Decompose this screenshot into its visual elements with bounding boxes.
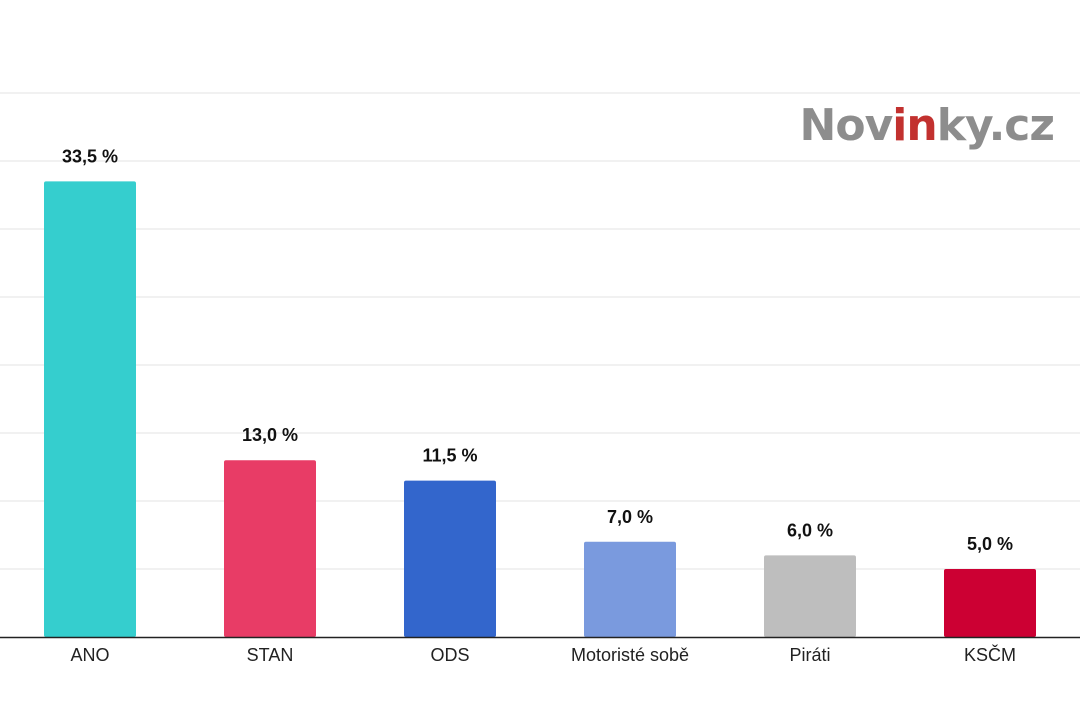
bar-2 bbox=[404, 480, 496, 637]
value-label-2: 11,5 % bbox=[422, 446, 477, 466]
novinky-logo: Novinky.cz bbox=[799, 100, 1055, 151]
value-labels: 33,5 % 13,0 % 11,5 % 7,0 % 6,0 % 5,0 % bbox=[62, 146, 1013, 554]
bar-3 bbox=[584, 541, 676, 637]
category-label-4: Piráti bbox=[789, 645, 830, 665]
category-label-0: ANO bbox=[70, 645, 109, 665]
category-labels: ANO STAN ODS Motoristé sobě Piráti KSČM bbox=[70, 644, 1016, 665]
bar-4 bbox=[764, 555, 856, 637]
bar-1 bbox=[224, 460, 316, 637]
value-label-0: 33,5 % bbox=[62, 146, 118, 166]
value-label-4: 6,0 % bbox=[787, 520, 833, 540]
logo-highlight: in bbox=[892, 100, 937, 151]
logo-prefix: Nov bbox=[799, 100, 894, 151]
category-label-5: KSČM bbox=[964, 644, 1016, 665]
logo-suffix: ky.cz bbox=[936, 100, 1055, 151]
bar-5 bbox=[944, 569, 1036, 637]
value-label-5: 5,0 % bbox=[967, 534, 1013, 554]
value-label-1: 13,0 % bbox=[242, 425, 298, 445]
category-label-1: STAN bbox=[247, 645, 294, 665]
bars bbox=[44, 181, 1036, 637]
value-label-3: 7,0 % bbox=[607, 507, 653, 527]
gridlines bbox=[0, 92, 1080, 570]
category-label-3: Motoristé sobě bbox=[571, 645, 689, 665]
bar-0 bbox=[44, 181, 136, 637]
category-label-2: ODS bbox=[430, 645, 469, 665]
